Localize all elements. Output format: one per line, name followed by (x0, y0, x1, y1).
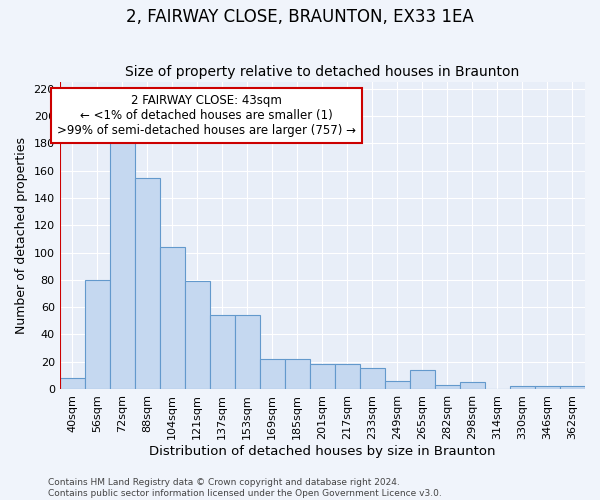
Bar (410, 370, 435, 389)
Bar (235, 316, 260, 389)
Bar (310, 364, 335, 389)
Bar (110, 140, 135, 389)
Bar (385, 381, 410, 389)
Bar (435, 385, 460, 389)
Bar (135, 178, 160, 389)
Text: 2 FAIRWAY CLOSE: 43sqm
← <1% of detached houses are smaller (1)
>99% of semi-det: 2 FAIRWAY CLOSE: 43sqm ← <1% of detached… (57, 94, 356, 138)
Bar (210, 316, 235, 389)
Bar (335, 364, 360, 389)
Text: Contains HM Land Registry data © Crown copyright and database right 2024.
Contai: Contains HM Land Registry data © Crown c… (48, 478, 442, 498)
Bar (510, 386, 535, 389)
Title: Size of property relative to detached houses in Braunton: Size of property relative to detached ho… (125, 66, 520, 80)
Bar (260, 359, 285, 389)
Text: 2, FAIRWAY CLOSE, BRAUNTON, EX33 1EA: 2, FAIRWAY CLOSE, BRAUNTON, EX33 1EA (126, 8, 474, 26)
Bar (185, 281, 210, 389)
Bar (460, 382, 485, 389)
Bar (160, 247, 185, 389)
X-axis label: Distribution of detached houses by size in Braunton: Distribution of detached houses by size … (149, 444, 496, 458)
Bar (560, 386, 585, 389)
Y-axis label: Number of detached properties: Number of detached properties (15, 137, 28, 334)
Bar (285, 359, 310, 389)
Bar (360, 368, 385, 389)
Bar (59, 378, 85, 389)
Bar (535, 386, 560, 389)
Bar (85, 280, 110, 389)
